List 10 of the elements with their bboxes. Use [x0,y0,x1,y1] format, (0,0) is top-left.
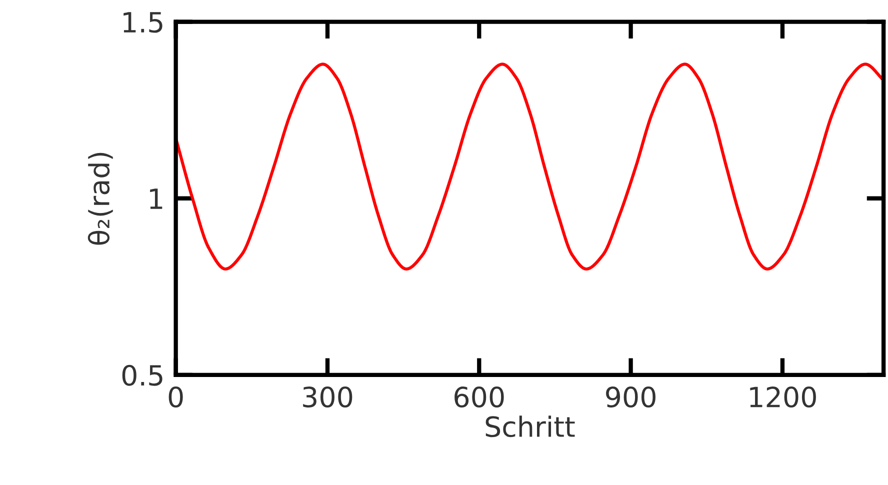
y-tick-label: 1.5 [124,12,162,33]
x-tick-label: 0 [168,386,183,408]
x-axis-title: Schritt [486,416,575,438]
x-tick-label: 600 [454,386,504,408]
y-axis-title: θ₂(rad) [88,152,113,245]
y-tick-label: 1 [150,188,162,209]
x-tick-label: 300 [303,386,352,408]
x-tick-label: 900 [606,386,656,408]
x-tick-label: 1200 [750,386,816,408]
y-tick-label: 0.5 [122,364,162,386]
